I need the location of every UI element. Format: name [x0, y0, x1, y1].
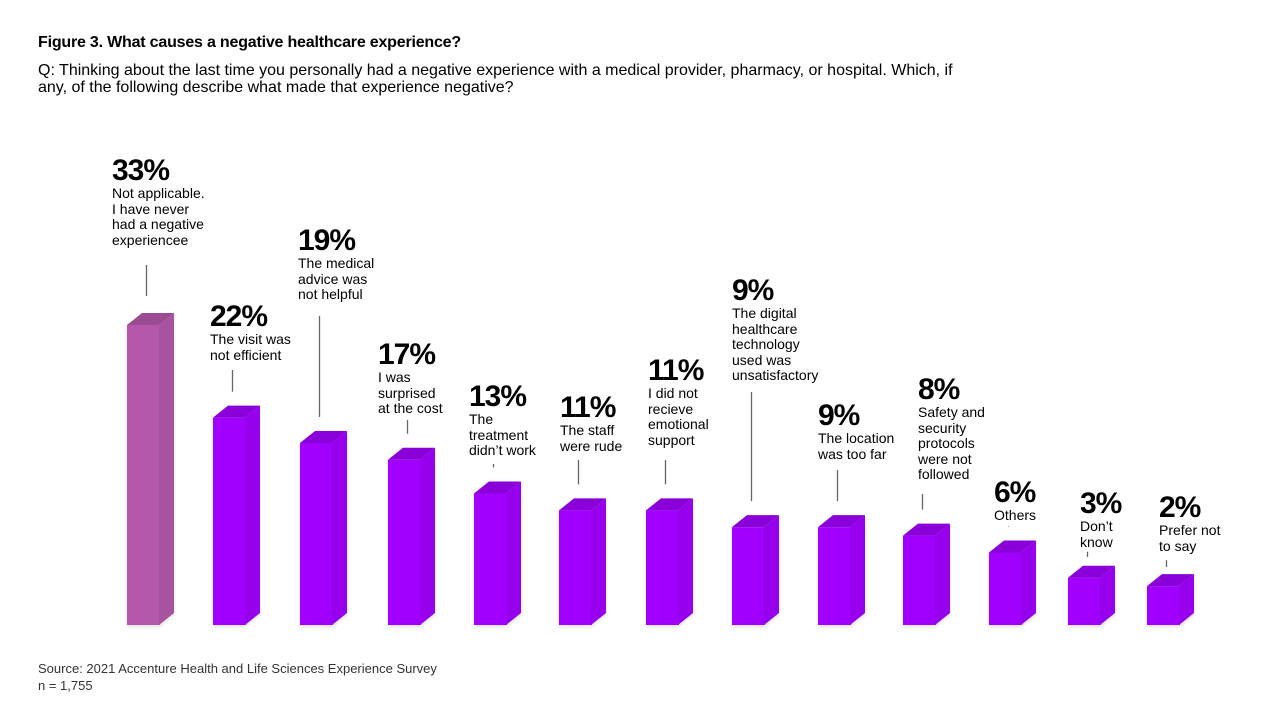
bar-front-face — [1147, 586, 1180, 625]
bar-side-face — [420, 447, 435, 625]
bar-side-face — [332, 430, 347, 625]
category-label: The visit was not efficient — [210, 331, 291, 363]
bar-front-face — [127, 325, 160, 625]
bar-8 — [732, 515, 779, 625]
sample-size: n = 1,755 — [38, 678, 93, 693]
bar-side-face — [764, 515, 779, 625]
bar-1 — [127, 313, 174, 625]
data-label: 33% Not applicable. I have never had a ne… — [112, 156, 205, 248]
bar-front-face — [732, 527, 765, 625]
category-label: The location was too far — [818, 430, 895, 462]
bar-side-face — [1179, 574, 1194, 625]
bar-front-face — [1068, 577, 1101, 625]
value-label: 33% — [112, 154, 170, 187]
source-text: Source: 2021 Accenture Health and Life S… — [38, 661, 437, 676]
source-note: Source: 2021 Accenture Health and Life S… — [38, 660, 437, 694]
data-label: 3% Don’t know — [1080, 487, 1122, 550]
bar-9 — [818, 515, 865, 625]
bar-front-face — [213, 417, 246, 625]
value-label: 9% — [818, 399, 860, 432]
category-label: Others — [994, 507, 1037, 523]
value-label: 11% — [560, 391, 616, 424]
bar-front-face — [474, 493, 507, 625]
category-label: I did not recieve emotional support — [648, 385, 709, 448]
bar-top-face — [388, 447, 435, 460]
bar-top-face — [1068, 565, 1115, 578]
value-label: 11% — [648, 354, 704, 387]
data-label: 8% Safety and security protocols were not… — [918, 375, 985, 483]
bar-top-face — [1147, 574, 1194, 587]
bar-6 — [559, 498, 606, 625]
bar-side-face — [591, 498, 606, 625]
data-label: 19% The medical advice was not helpful — [298, 226, 374, 303]
bar-10 — [903, 523, 950, 625]
bar-side-face — [506, 481, 521, 625]
value-label: 19% — [298, 224, 356, 257]
bar-top-face — [989, 540, 1036, 553]
bar-side-face — [245, 405, 260, 625]
category-label: The digital healthcare technology used w… — [732, 305, 819, 383]
value-label: 2% — [1159, 491, 1201, 524]
bar-top-face — [559, 498, 606, 511]
bar-front-face — [818, 527, 851, 625]
bar-side-face — [1021, 540, 1036, 625]
data-label: 6% Others — [994, 478, 1036, 524]
bar-side-face — [678, 498, 693, 625]
data-label: 13% The treatment didn’t work — [469, 382, 536, 459]
bar-side-face — [935, 523, 950, 625]
bar-top-face — [474, 481, 521, 494]
bar-4 — [388, 447, 435, 625]
value-label: 9% — [732, 274, 774, 307]
bar-top-face — [646, 498, 693, 511]
figure-title: Figure 3. What causes a negative healthc… — [38, 34, 461, 51]
value-label: 13% — [469, 380, 527, 413]
bar-front-face — [903, 535, 936, 625]
value-label: 8% — [918, 373, 960, 406]
survey-question: Q: Thinking about the last time you pers… — [38, 62, 953, 96]
value-label: 22% — [210, 300, 268, 333]
data-label: 11% The staff were rude — [560, 393, 622, 454]
data-label: 2% Prefer not to say — [1159, 493, 1220, 554]
bar-front-face — [388, 459, 421, 625]
bar-11 — [989, 540, 1036, 625]
bar-2 — [213, 405, 260, 625]
category-label: Don’t know — [1080, 518, 1113, 550]
bar-top-face — [732, 515, 779, 528]
value-label: 6% — [994, 476, 1036, 509]
bar-front-face — [646, 510, 679, 625]
bar-front-face — [300, 442, 333, 625]
bar-side-face — [1100, 565, 1115, 625]
bar-top-face — [213, 405, 260, 418]
data-label: 11% I did not recieve emotional support — [648, 356, 709, 448]
bar-3 — [300, 430, 347, 625]
bar-13 — [1147, 574, 1194, 625]
category-label: The treatment didn’t work — [469, 411, 536, 458]
bar-front-face — [559, 510, 592, 625]
category-label: Not applicable. I have never had a negat… — [112, 185, 205, 248]
bar-top-face — [818, 515, 865, 528]
bar-12 — [1068, 565, 1115, 625]
bar-7 — [646, 498, 693, 625]
data-label: 9% The digital healthcare technology used… — [732, 276, 818, 384]
bar-front-face — [989, 552, 1022, 625]
category-label: The medical advice was not helpful — [298, 255, 375, 302]
category-label: The staff were rude — [560, 422, 623, 454]
category-label: Safety and security protocols were not f… — [918, 404, 985, 482]
category-label: Prefer not to say — [1159, 522, 1221, 554]
bar-5 — [474, 481, 521, 625]
value-label: 3% — [1080, 487, 1122, 520]
value-label: 17% — [378, 338, 436, 371]
bar-top-face — [903, 523, 950, 536]
bar-top-face — [127, 313, 174, 325]
data-label: 22% The visit was not efficient — [210, 302, 291, 363]
bar-side-face — [159, 313, 174, 625]
bar-top-face — [300, 430, 347, 443]
category-label: I was surprised at the cost — [378, 369, 443, 416]
bar-side-face — [850, 515, 865, 625]
data-label: 17% I was surprised at the cost — [378, 340, 443, 417]
data-label: 9% The location was too far — [818, 401, 894, 462]
